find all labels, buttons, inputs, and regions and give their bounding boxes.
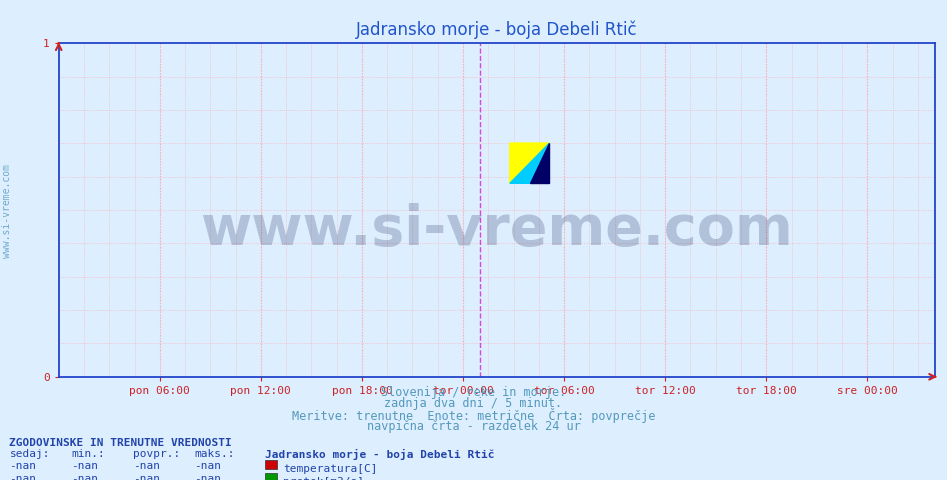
Text: -nan: -nan: [71, 461, 98, 471]
Text: -nan: -nan: [133, 474, 160, 480]
Text: Slovenija / reke in morje.: Slovenija / reke in morje.: [381, 386, 566, 399]
Text: -nan: -nan: [71, 474, 98, 480]
Text: sedaj:: sedaj:: [9, 449, 50, 459]
Polygon shape: [509, 144, 549, 183]
Polygon shape: [509, 144, 549, 183]
Text: www.si-vreme.com: www.si-vreme.com: [201, 203, 793, 257]
Polygon shape: [509, 144, 549, 183]
Text: temperatura[C]: temperatura[C]: [283, 465, 378, 475]
Text: povpr.:: povpr.:: [133, 449, 180, 459]
Text: min.:: min.:: [71, 449, 105, 459]
Text: maks.:: maks.:: [194, 449, 235, 459]
Text: -nan: -nan: [9, 461, 37, 471]
Text: www.si-vreme.com: www.si-vreme.com: [2, 164, 11, 258]
Title: Jadransko morje - boja Debeli Rtič: Jadransko morje - boja Debeli Rtič: [356, 20, 637, 39]
Text: zadnja dva dni / 5 minut.: zadnja dva dni / 5 minut.: [384, 397, 563, 410]
Text: pretok[m3/s]: pretok[m3/s]: [283, 477, 365, 480]
Text: Meritve: trenutne  Enote: metrične  Črta: povprečje: Meritve: trenutne Enote: metrične Črta: …: [292, 408, 655, 423]
Text: -nan: -nan: [9, 474, 37, 480]
Text: navpična črta - razdelek 24 ur: navpična črta - razdelek 24 ur: [366, 420, 581, 432]
Text: -nan: -nan: [194, 461, 222, 471]
Polygon shape: [529, 144, 549, 183]
Text: Jadransko morje - boja Debeli Rtič: Jadransko morje - boja Debeli Rtič: [265, 449, 494, 460]
Text: ZGODOVINSKE IN TRENUTNE VREDNOSTI: ZGODOVINSKE IN TRENUTNE VREDNOSTI: [9, 438, 232, 448]
Text: -nan: -nan: [194, 474, 222, 480]
Text: -nan: -nan: [133, 461, 160, 471]
